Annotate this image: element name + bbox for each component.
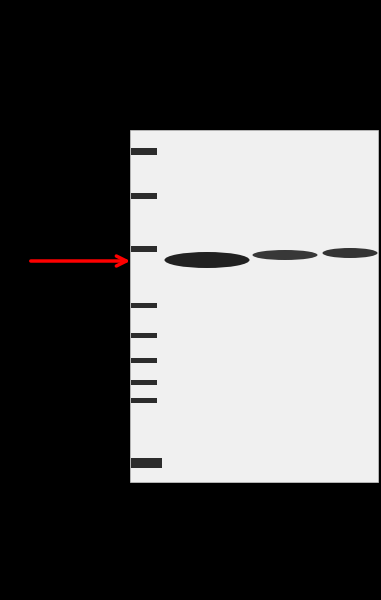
Ellipse shape	[253, 250, 317, 260]
Ellipse shape	[322, 248, 378, 258]
Bar	[131, 458, 162, 468]
Bar	[131, 246, 157, 252]
Bar	[131, 302, 157, 307]
Bar	[131, 379, 157, 385]
Bar	[131, 397, 157, 403]
Bar	[131, 358, 157, 362]
Bar	[130, 130, 378, 482]
Bar	[131, 332, 157, 337]
Bar	[131, 193, 157, 199]
Ellipse shape	[165, 252, 250, 268]
Bar	[131, 148, 157, 154]
